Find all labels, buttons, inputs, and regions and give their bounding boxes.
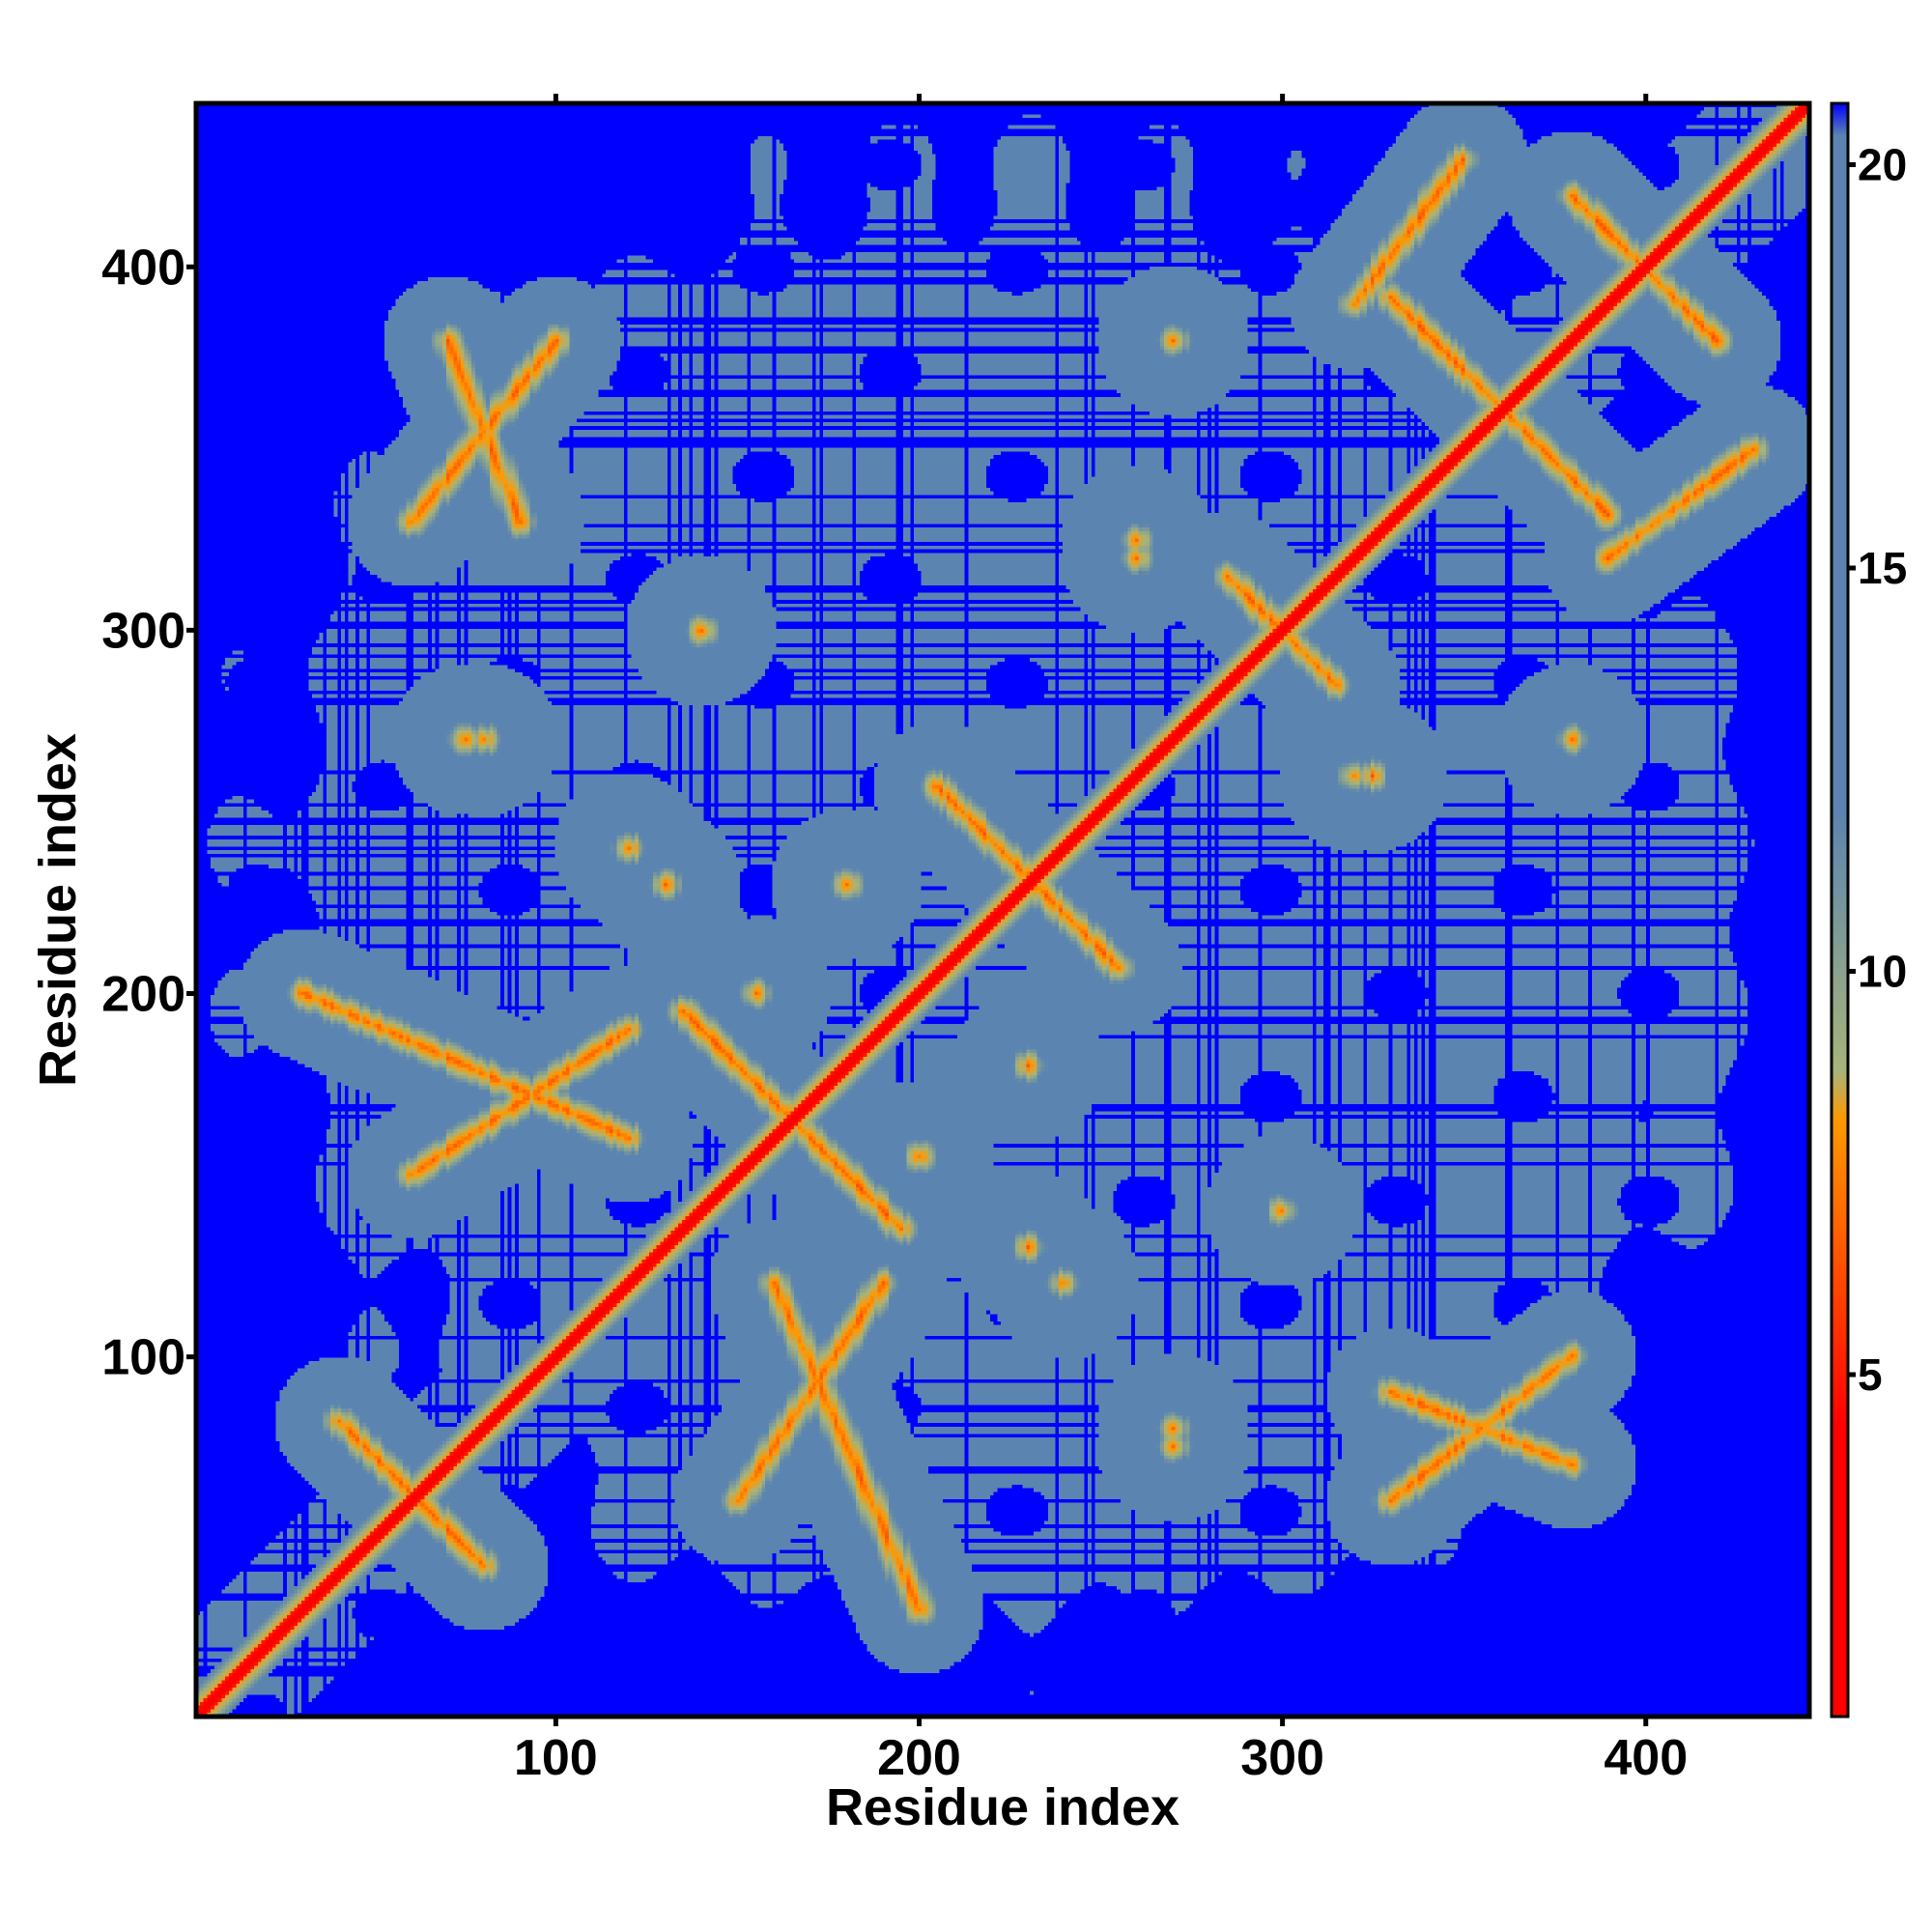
y-axis-title: Residue index [29,733,87,1087]
colorbar-tick-label: 20 [1858,140,1907,190]
x-axis: 100 200 300 400 [514,94,1688,1786]
heatmap-area [196,103,1809,1717]
colorbar-tick-label: 5 [1858,1350,1883,1400]
y-tick-label: 200 [101,967,185,1023]
x-tick-label: 400 [1604,1730,1688,1786]
colorbar-tick-label: 10 [1858,947,1907,997]
x-axis-title: Residue index [826,1778,1179,1836]
plot-frame [193,100,1812,1719]
y-tick-label: 100 [101,1330,185,1386]
y-tick-label: 400 [101,240,185,296]
y-tick-label: 300 [101,603,185,659]
heatmap-canvas [196,103,1809,1717]
x-tick-label: 100 [514,1730,598,1786]
x-tick-label: 200 [877,1730,961,1786]
colorbar-tick-label: 15 [1858,543,1907,593]
y-axis: 100 200 300 400 [101,240,196,1386]
x-tick-label: 300 [1240,1730,1324,1786]
colorbar [1830,101,1850,1719]
colorbar-axis: 5 10 15 20 [1848,140,1907,1400]
